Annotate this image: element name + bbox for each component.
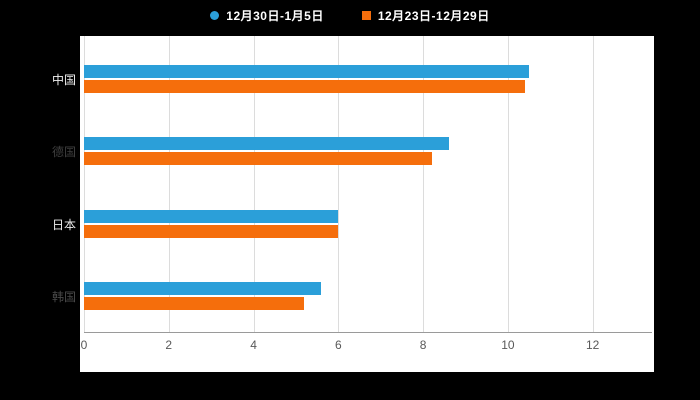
x-axis-tick-label: 12 bbox=[585, 338, 600, 352]
series2-square-marker bbox=[361, 11, 371, 20]
legend: 12月30日-1月5日 12月23日-12月29日 bbox=[0, 7, 700, 24]
gridline-x10 bbox=[507, 36, 509, 332]
x-axis-tick-label: 0 bbox=[80, 338, 88, 352]
series1-circle-marker bbox=[210, 11, 220, 20]
category-label-2: 德国 bbox=[51, 145, 76, 160]
bar-series2-cat2 bbox=[84, 152, 432, 166]
category-label-4: 韩国 bbox=[51, 289, 76, 304]
bar-series2-cat4 bbox=[84, 296, 305, 310]
bar-series2-cat1 bbox=[84, 80, 525, 94]
gridline-x8 bbox=[423, 36, 425, 332]
bar-series1-cat2 bbox=[84, 137, 449, 151]
bar-series1-cat4 bbox=[84, 281, 322, 295]
category-label-1: 中国 bbox=[51, 73, 76, 88]
gridline-x0 bbox=[84, 36, 85, 332]
category-label-3: 日本 bbox=[51, 217, 76, 232]
gridline-x4 bbox=[253, 36, 255, 332]
x-axis-line bbox=[84, 332, 652, 333]
gridline-x12 bbox=[592, 36, 594, 332]
x-axis-tick-label: 6 bbox=[334, 338, 342, 352]
legend-label-series2: 12月23日-12月29日 bbox=[377, 9, 490, 23]
x-axis-tick-label: 8 bbox=[419, 338, 427, 352]
x-axis-tick-label: 2 bbox=[165, 338, 173, 352]
bar-series1-cat1 bbox=[84, 65, 530, 79]
gridline-x2 bbox=[168, 36, 170, 332]
legend-item-series2[interactable]: 12月23日-12月29日 bbox=[361, 7, 490, 24]
legend-label-series1: 12月30日-1月5日 bbox=[226, 9, 324, 23]
bar-series2-cat3 bbox=[84, 224, 339, 238]
x-axis-tick-label: 10 bbox=[501, 338, 515, 352]
x-axis-tick-label: 4 bbox=[250, 338, 257, 352]
legend-item-series1[interactable]: 12月30日-1月5日 bbox=[210, 7, 324, 24]
gridline-x6 bbox=[338, 36, 340, 332]
bar-series1-cat3 bbox=[84, 209, 339, 223]
